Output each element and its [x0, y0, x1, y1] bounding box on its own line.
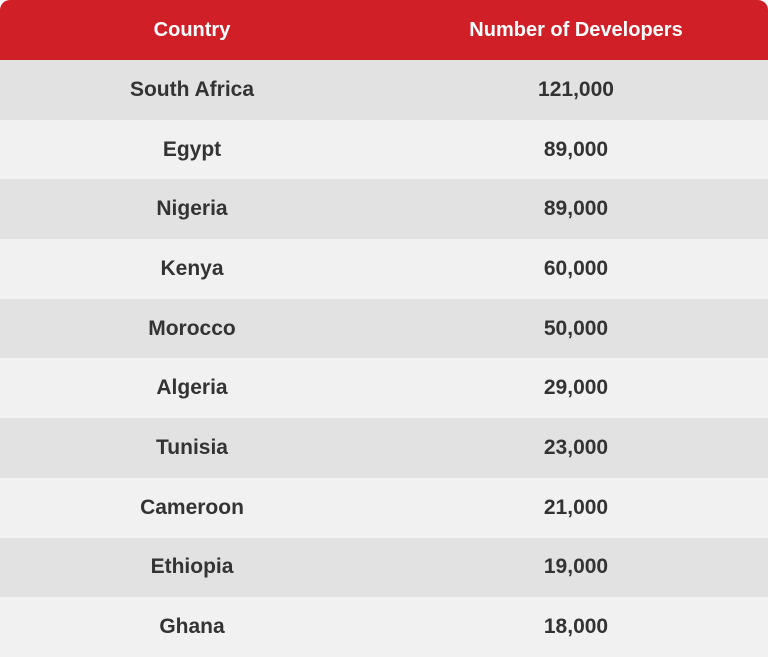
cell-developers: 89,000	[543, 197, 609, 221]
table-row: Ethiopia 19,000	[0, 537, 768, 598]
cell-developers: 23,000	[543, 435, 609, 459]
cell-developers: 21,000	[543, 495, 609, 519]
cell-country: Egypt	[162, 137, 222, 161]
header-developers: Number of Developers	[469, 18, 683, 41]
table-row: Ghana 18,000	[0, 597, 768, 657]
cell-developers: 121,000	[538, 77, 614, 101]
cell-developers: 89,000	[543, 137, 609, 161]
cell-developers: 29,000	[543, 376, 609, 400]
cell-country: Cameroon	[140, 495, 244, 519]
cell-country: Ethiopia	[150, 555, 234, 579]
cell-developers: 18,000	[543, 615, 609, 639]
table-row: Morocco 50,000	[0, 298, 768, 359]
table-row: Nigeria 89,000	[0, 179, 768, 240]
cell-developers: 60,000	[543, 256, 609, 280]
cell-country: Kenya	[160, 256, 224, 280]
table-header: Country Number of Developers	[0, 0, 768, 60]
cell-country: Tunisia	[156, 435, 228, 459]
cell-country: Nigeria	[156, 197, 228, 221]
table-row: South Africa 121,000	[0, 60, 768, 120]
cell-country: South Africa	[129, 77, 255, 101]
table-row: Tunisia 23,000	[0, 418, 768, 478]
table-row: Cameroon 21,000	[0, 477, 768, 538]
cell-developers: 19,000	[543, 555, 609, 579]
table-row: Algeria 29,000	[0, 358, 768, 419]
table-row: Egypt 89,000	[0, 119, 768, 180]
cell-country: Ghana	[159, 615, 225, 639]
cell-country: Morocco	[148, 316, 236, 340]
table-row: Kenya 60,000	[0, 239, 768, 299]
header-country: Country	[153, 18, 231, 41]
cell-developers: 50,000	[543, 316, 609, 340]
cell-country: Algeria	[156, 376, 228, 400]
